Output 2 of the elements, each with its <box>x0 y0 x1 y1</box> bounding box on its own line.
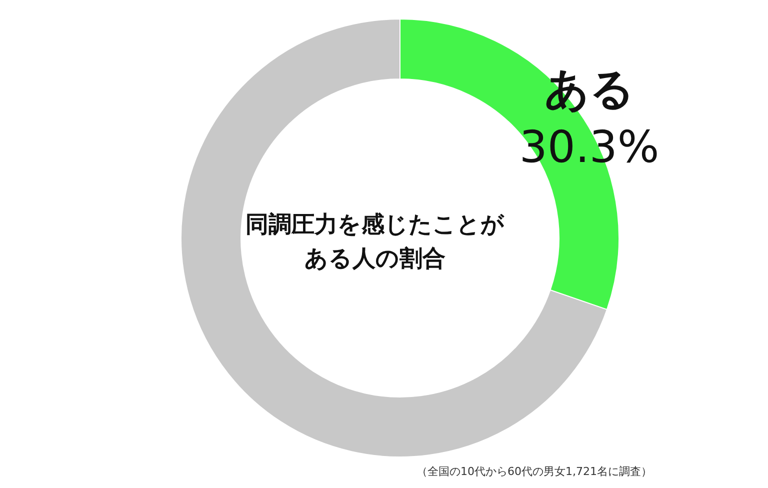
text: （全国の10代から60代の男女1,721名に調査） <box>416 465 652 478</box>
text: 同調圧力を感じたことがある人の割合 <box>244 211 506 274</box>
